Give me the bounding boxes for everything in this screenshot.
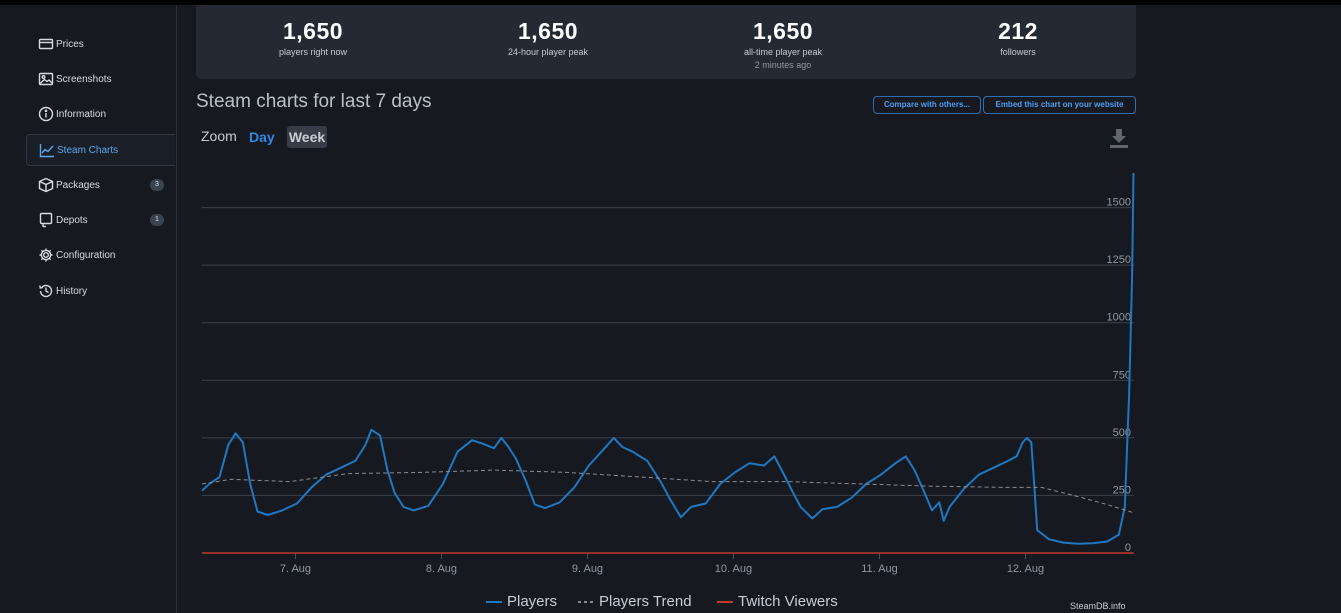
download-icon[interactable] (1107, 126, 1131, 150)
zoom-day-button[interactable]: Day (249, 129, 275, 145)
legend-swatch (486, 600, 502, 603)
sidebar-item-label: Prices (56, 38, 84, 50)
sidebar-item-history[interactable]: History (26, 275, 175, 307)
sidebar-item-information[interactable]: Information (26, 98, 175, 130)
x-tick-label: 11. Aug (861, 563, 898, 575)
sidebar: Prices Screenshots Information Steam Cha… (0, 5, 177, 613)
count-badge: 3 (150, 179, 164, 191)
legend-swatch (717, 600, 733, 603)
sidebar-item-label: Screenshots (56, 73, 112, 85)
sidebar-item-label: Depots (56, 214, 88, 226)
sidebar-item-prices[interactable]: Prices (26, 28, 175, 60)
stat-value: 212 (998, 18, 1038, 44)
stat-all-time-peak: 1,650 all-time player peak 2 minutes ago (683, 18, 883, 70)
stat-followers: 212 followers (918, 18, 1118, 57)
sidebar-item-label: History (56, 285, 88, 297)
legend-swatch (578, 600, 594, 603)
y-tick-label: 1000 (1107, 312, 1131, 324)
legend-label: Players (507, 593, 558, 610)
sidebar-item-label: Information (56, 108, 107, 120)
image-icon (37, 70, 55, 88)
chart-credit: SteamDB.info (1070, 601, 1126, 611)
sidebar-item-label: Configuration (56, 249, 116, 261)
stat-value: 1,650 (517, 18, 579, 44)
legend-label: Players Trend (599, 593, 692, 610)
y-tick-label: 500 (1113, 427, 1131, 439)
sidebar-item-depots[interactable]: Depots 1 (26, 204, 175, 236)
stat-24h-peak: 1,650 24-hour player peak (448, 18, 648, 57)
sidebar-item-configuration[interactable]: Configuration (26, 239, 175, 271)
stat-label: 24-hour player peak (507, 47, 589, 57)
player-chart: 0 250 500 750 1000 1250 1500 7. Aug 8. Aug 9. Aug… (201, 172, 1135, 575)
info-icon (37, 105, 55, 123)
x-tick-label: 12. Aug (1007, 563, 1044, 575)
stat-value: 1,650 (282, 18, 344, 44)
legend-label: Twitch Viewers (738, 593, 838, 610)
series-line-players-trend (201, 469, 1134, 514)
compare-button[interactable]: Compare with others... (873, 96, 981, 114)
y-tick-label: 250 (1113, 484, 1131, 496)
stat-label: followers (1000, 47, 1036, 57)
chart-line-icon (38, 141, 56, 159)
chart-section-title: Steam charts for last 7 days (196, 91, 432, 112)
stat-label: players right now (278, 47, 348, 57)
player-stats-panel: 1,650 players right now 1,650 24-hour pl… (196, 5, 1136, 79)
x-tick-label: 8. Aug (426, 563, 457, 575)
sidebar-item-steam-charts[interactable]: Steam Charts (26, 134, 175, 166)
y-tick-label: 1250 (1107, 254, 1131, 266)
stat-value: 1,650 (752, 18, 814, 44)
sidebar-item-label: Steam Charts (57, 144, 119, 156)
gear-icon (37, 246, 55, 264)
embed-chart-button[interactable]: Embed this chart on your website (983, 96, 1136, 114)
sidebar-item-label: Packages (56, 179, 100, 191)
stat-label: all-time player peak (743, 47, 823, 57)
legend-item-players-trend[interactable]: Players Trend (578, 593, 692, 610)
sidebar-item-screenshots[interactable]: Screenshots (26, 63, 175, 95)
package-box-icon (37, 176, 55, 194)
y-tick-label: 1500 (1107, 197, 1131, 209)
series-line-players (201, 172, 1135, 545)
zoom-label: Zoom (201, 128, 237, 144)
price-card-icon (37, 35, 55, 53)
y-tick-label: 0 (1125, 542, 1131, 554)
zoom-week-button[interactable]: Week (287, 126, 327, 148)
legend-item-twitch-viewers[interactable]: Twitch Viewers (717, 593, 838, 610)
x-tick-label: 10. Aug (715, 563, 752, 575)
top-bar (0, 0, 1341, 5)
x-tick-label: 7. Aug (280, 563, 311, 575)
sidebar-item-packages[interactable]: Packages 3 (26, 169, 175, 201)
legend-item-players[interactable]: Players (486, 593, 557, 610)
count-badge: 1 (150, 214, 164, 226)
stat-timestamp: 2 minutes ago (754, 60, 812, 70)
y-tick-label: 750 (1113, 369, 1131, 381)
history-icon (37, 282, 55, 300)
stat-players-now: 1,650 players right now (213, 18, 413, 57)
x-tick-label: 9. Aug (572, 563, 603, 575)
depot-icon (37, 211, 55, 229)
